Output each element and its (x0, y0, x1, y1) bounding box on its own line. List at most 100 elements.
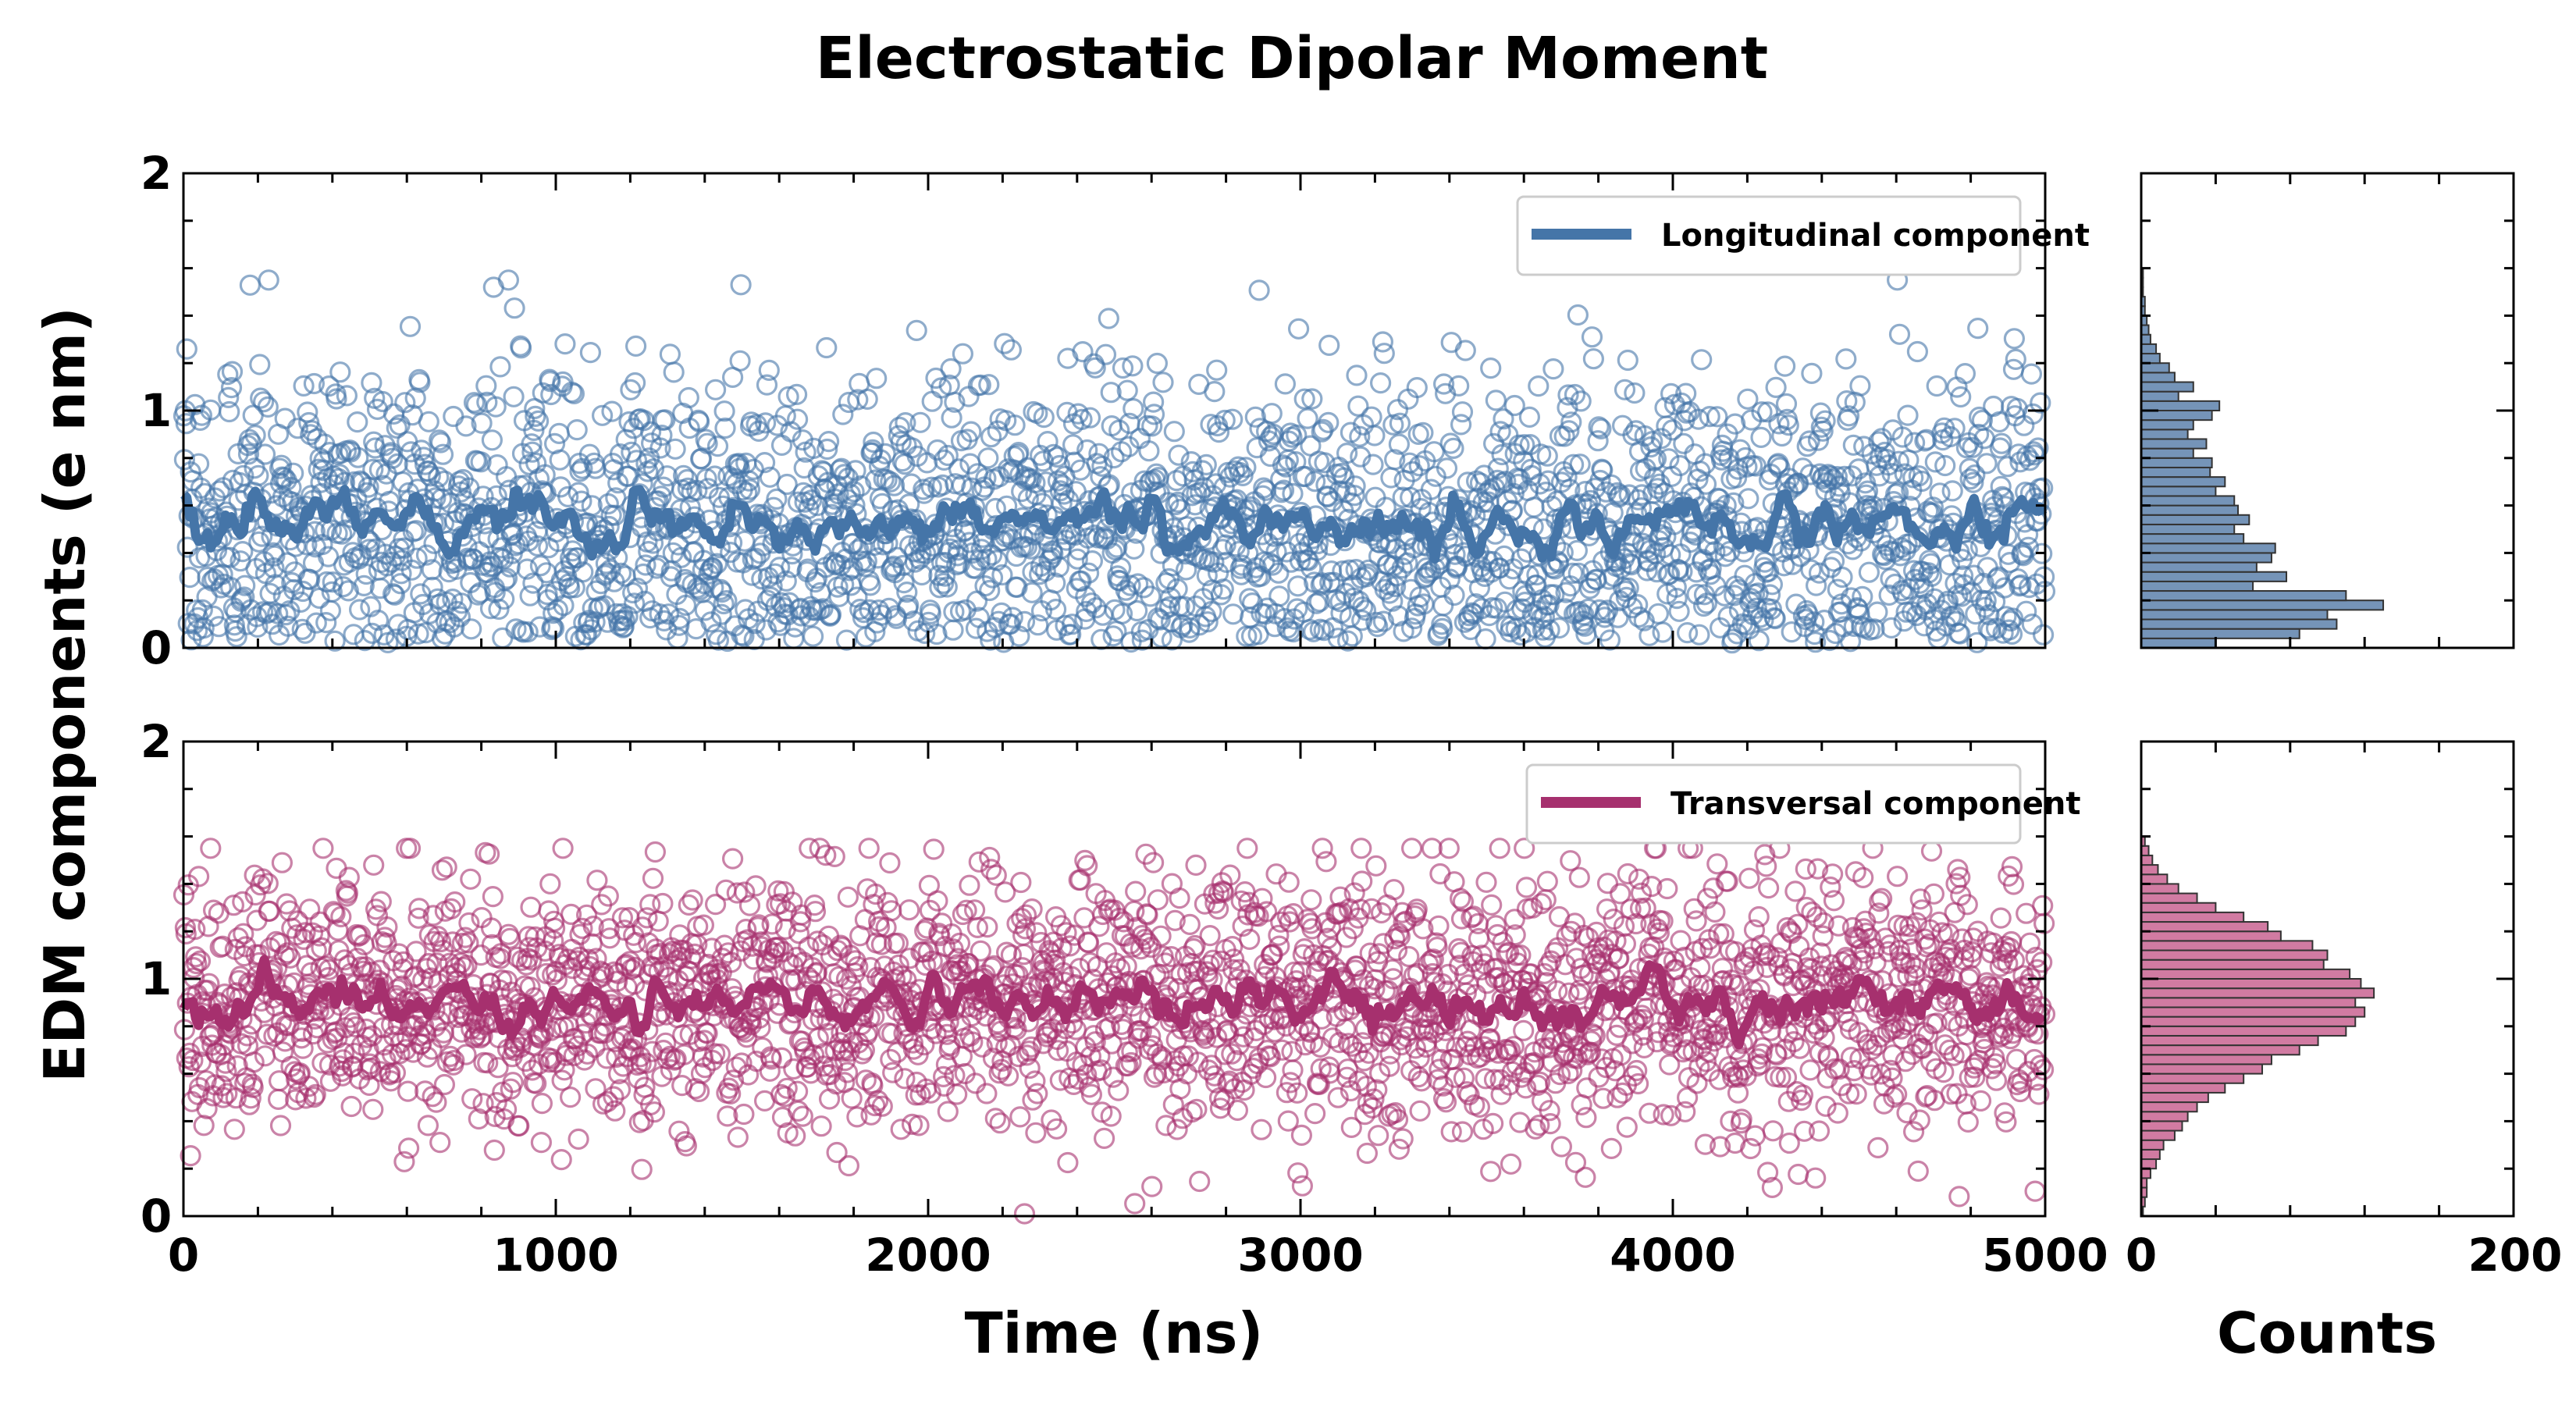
data-point (529, 555, 552, 577)
data-point (1757, 1161, 1779, 1183)
data-point (1549, 1063, 1571, 1086)
data-point (1537, 955, 1559, 977)
data-point (1054, 971, 1076, 994)
data-point (1878, 584, 1900, 606)
data-point (1314, 452, 1336, 474)
data-point (458, 912, 480, 934)
data-point (264, 545, 286, 567)
data-point (299, 898, 321, 920)
data-point (980, 629, 1002, 651)
data-point (758, 359, 780, 381)
data-point (1656, 877, 1678, 900)
data-point (479, 551, 501, 573)
data-point (516, 558, 538, 580)
data-point (774, 1086, 796, 1108)
data-point (1699, 405, 1720, 428)
data-point (338, 551, 360, 573)
data-point (1857, 1033, 1879, 1055)
data-point (1222, 948, 1245, 970)
data-point (254, 443, 276, 465)
data-point (727, 1126, 749, 1148)
data-point (1428, 622, 1450, 644)
data-point (643, 1101, 666, 1123)
data-point (1568, 866, 1590, 888)
data-point (502, 1072, 524, 1094)
data-point (1674, 1101, 1696, 1122)
data-point (461, 1088, 483, 1110)
data-point (1737, 388, 1759, 410)
data-point (597, 885, 619, 907)
data-point (1248, 279, 1270, 301)
data-point (1909, 1109, 1930, 1131)
data-point (1638, 1102, 1660, 1124)
data-point (856, 388, 878, 410)
data-point (1966, 631, 1988, 653)
data-point (1584, 1025, 1606, 1047)
data-point (841, 1087, 863, 1109)
data-point (1806, 574, 1827, 596)
data-point (1934, 454, 1956, 477)
data-point (586, 870, 608, 891)
data-point (1720, 1110, 1742, 1133)
data-point (274, 1030, 296, 1052)
data-point (347, 411, 368, 433)
data-point (1362, 454, 1384, 475)
data-point (1926, 1012, 1948, 1034)
data-point (824, 488, 845, 510)
data-point (1142, 391, 1165, 413)
data-point (1283, 621, 1304, 643)
data-point (1421, 838, 1443, 859)
data-point (1920, 840, 1943, 862)
data-point (952, 903, 974, 926)
data-point (242, 1076, 264, 1098)
data-point (1013, 1203, 1036, 1225)
data-point (359, 531, 381, 553)
data-point (1616, 1116, 1638, 1138)
data-point (1219, 864, 1241, 886)
data-point (1432, 595, 1454, 617)
data-point (647, 910, 669, 932)
data-point (1799, 430, 1820, 452)
data-point (324, 630, 346, 652)
data-point (1579, 489, 1602, 511)
data-point (1633, 1037, 1655, 1059)
data-point (1964, 464, 1986, 486)
data-point (1226, 1099, 1249, 1122)
data-point (1047, 1040, 1069, 1062)
data-point (833, 574, 855, 596)
data-point (1614, 933, 1636, 955)
data-point (954, 519, 976, 542)
data-point (422, 576, 443, 598)
data-point (1938, 1039, 1960, 1062)
data-point (1443, 437, 1464, 460)
data-point (770, 434, 793, 457)
data-point (1889, 545, 1911, 567)
data-point (1724, 413, 1746, 435)
data-point (663, 361, 685, 383)
data-point (1694, 1133, 1717, 1155)
data-point (776, 473, 798, 496)
data-point (744, 613, 766, 635)
data-point (1660, 1104, 1682, 1126)
data-point (639, 894, 661, 916)
data-point (806, 930, 828, 952)
data-point (1957, 1111, 1979, 1133)
data-point (528, 616, 551, 638)
data-point (623, 592, 646, 614)
data-point (826, 1141, 848, 1164)
data-point (417, 1115, 439, 1136)
data-point (1009, 625, 1030, 647)
data-point (1841, 916, 1863, 939)
data-point (1021, 582, 1043, 603)
data-point (710, 603, 732, 625)
data-point (1398, 945, 1420, 968)
data-point (1432, 617, 1453, 640)
data-point (815, 844, 837, 866)
data-point (932, 572, 955, 595)
data-point (1070, 570, 1092, 592)
data-point (1386, 939, 1408, 962)
data-point (1858, 561, 1880, 583)
data-point (1685, 561, 1707, 583)
data-point (429, 930, 452, 953)
data-point (1793, 1120, 1815, 1142)
